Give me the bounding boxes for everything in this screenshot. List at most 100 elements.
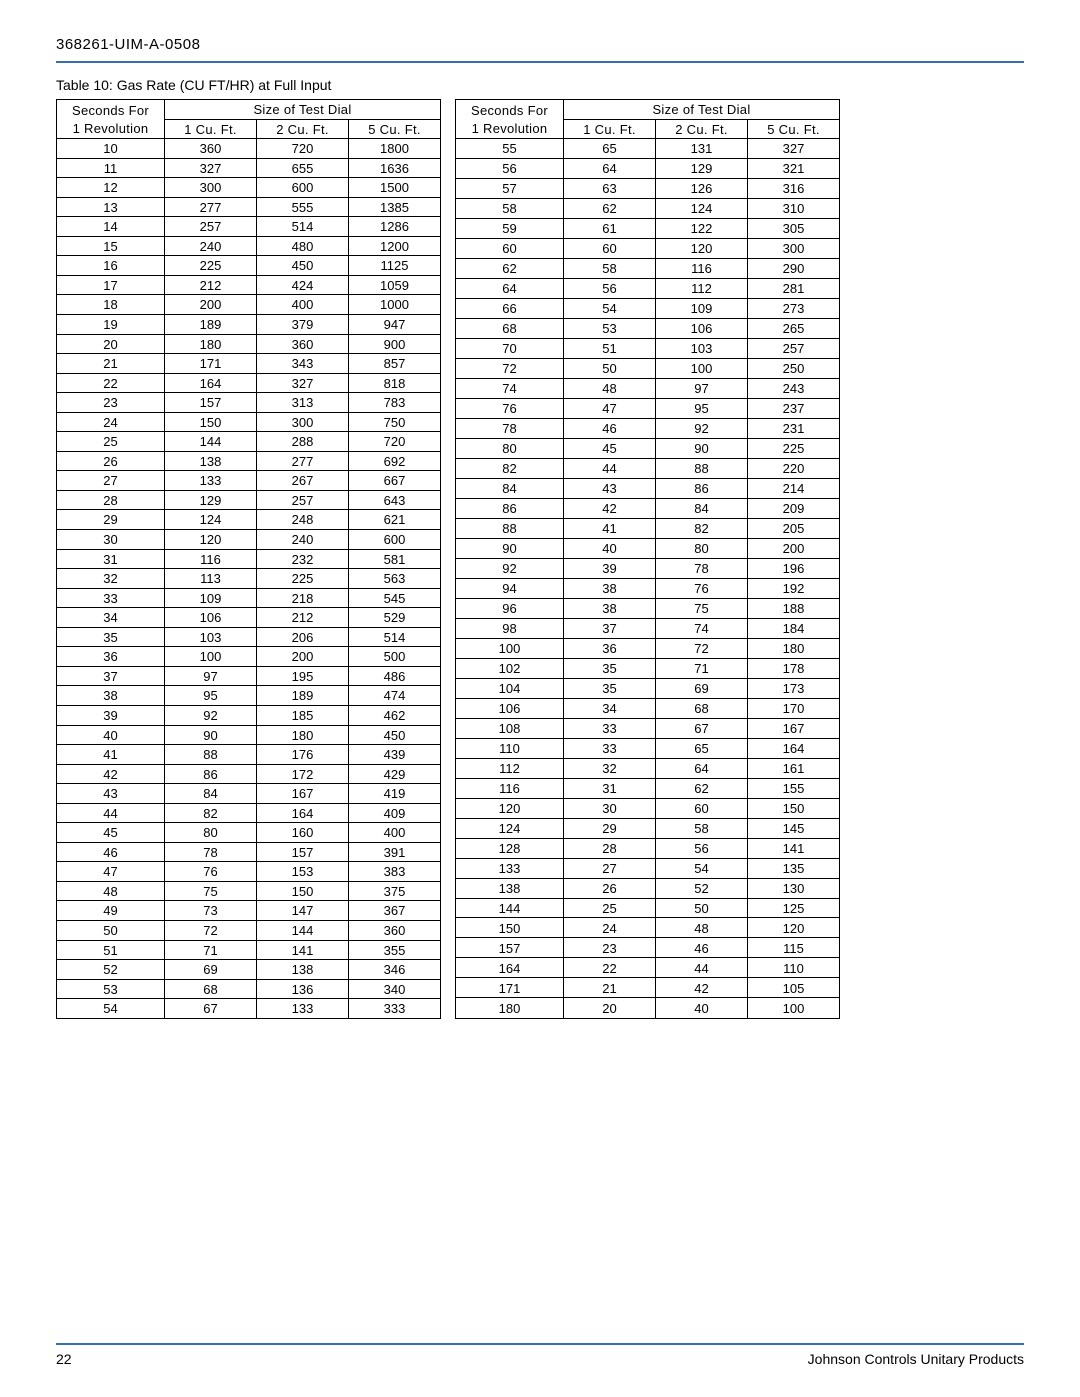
cell-value: 67 <box>656 718 748 738</box>
cell-value: 73 <box>165 901 257 921</box>
cell-seconds: 157 <box>456 938 564 958</box>
cell-value: 40 <box>564 538 656 558</box>
table-row: 4090180450 <box>57 725 441 745</box>
cell-value: 56 <box>564 278 656 298</box>
cell-value: 1286 <box>349 217 441 237</box>
cell-value: 86 <box>165 764 257 784</box>
cell-value: 38 <box>564 598 656 618</box>
table-row: 33109218545 <box>57 588 441 608</box>
cell-seconds: 138 <box>456 878 564 898</box>
cell-value: 300 <box>257 412 349 432</box>
cell-seconds: 56 <box>456 159 564 179</box>
header-2cuft: 2 Cu. Ft. <box>257 119 349 139</box>
cell-value: 184 <box>748 618 840 638</box>
cell-value: 150 <box>257 881 349 901</box>
cell-seconds: 40 <box>57 725 165 745</box>
cell-value: 220 <box>748 458 840 478</box>
table-row: 103607201800 <box>57 139 441 159</box>
cell-value: 37 <box>564 618 656 638</box>
table-row: 1382652130 <box>456 878 840 898</box>
cell-seconds: 42 <box>57 764 165 784</box>
cell-seconds: 100 <box>456 638 564 658</box>
table-row: 1083367167 <box>456 718 840 738</box>
cell-seconds: 36 <box>57 647 165 667</box>
footer-rule <box>56 1343 1024 1345</box>
cell-value: 126 <box>656 179 748 199</box>
cell-value: 400 <box>257 295 349 315</box>
cell-value: 189 <box>257 686 349 706</box>
cell-seconds: 50 <box>57 920 165 940</box>
cell-seconds: 124 <box>456 818 564 838</box>
cell-value: 164 <box>257 803 349 823</box>
table-row: 1712142105 <box>456 978 840 998</box>
cell-seconds: 72 <box>456 358 564 378</box>
cell-value: 56 <box>656 838 748 858</box>
cell-value: 78 <box>656 558 748 578</box>
cell-value: 327 <box>748 139 840 159</box>
cell-seconds: 46 <box>57 842 165 862</box>
cell-value: 185 <box>257 705 349 725</box>
cell-value: 240 <box>257 530 349 550</box>
cell-value: 340 <box>349 979 441 999</box>
cell-seconds: 84 <box>456 478 564 498</box>
cell-value: 655 <box>257 158 349 178</box>
table-row: 1642244110 <box>456 958 840 978</box>
cell-value: 36 <box>564 638 656 658</box>
cell-value: 355 <box>349 940 441 960</box>
table-row: 1043569173 <box>456 678 840 698</box>
cell-value: 164 <box>165 373 257 393</box>
cell-seconds: 31 <box>57 549 165 569</box>
cell-seconds: 164 <box>456 958 564 978</box>
table-row: 4286172429 <box>57 764 441 784</box>
cell-value: 667 <box>349 471 441 491</box>
table-row: 5565131327 <box>456 139 840 159</box>
cell-value: 109 <box>165 588 257 608</box>
cell-value: 69 <box>165 960 257 980</box>
cell-value: 155 <box>748 778 840 798</box>
cell-value: 133 <box>257 999 349 1019</box>
cell-value: 750 <box>349 412 441 432</box>
table-row: 1282856141 <box>456 838 840 858</box>
cell-value: 24 <box>564 918 656 938</box>
table-row: 23157313783 <box>57 393 441 413</box>
cell-value: 1385 <box>349 197 441 217</box>
cell-value: 164 <box>748 738 840 758</box>
cell-seconds: 16 <box>57 256 165 276</box>
table-row: 132775551385 <box>57 197 441 217</box>
cell-value: 44 <box>564 458 656 478</box>
cell-seconds: 25 <box>57 432 165 452</box>
cell-value: 157 <box>257 842 349 862</box>
cell-value: 206 <box>257 627 349 647</box>
cell-value: 248 <box>257 510 349 530</box>
cell-seconds: 51 <box>57 940 165 960</box>
cell-value: 321 <box>748 159 840 179</box>
cell-value: 97 <box>165 666 257 686</box>
table-row: 35103206514 <box>57 627 441 647</box>
cell-value: 63 <box>564 179 656 199</box>
table-row: 1203060150 <box>456 798 840 818</box>
table-row: 29124248621 <box>57 510 441 530</box>
cell-value: 35 <box>564 678 656 698</box>
cell-value: 116 <box>165 549 257 569</box>
table-row: 4678157391 <box>57 842 441 862</box>
cell-value: 120 <box>748 918 840 938</box>
cell-seconds: 34 <box>57 608 165 628</box>
cell-value: 529 <box>349 608 441 628</box>
cell-value: 40 <box>656 998 748 1018</box>
cell-value: 48 <box>564 378 656 398</box>
cell-seconds: 11 <box>57 158 165 178</box>
cell-value: 391 <box>349 842 441 862</box>
table-row: 804590225 <box>456 438 840 458</box>
cell-value: 72 <box>165 920 257 940</box>
table-row: 25144288720 <box>57 432 441 452</box>
cell-value: 720 <box>349 432 441 452</box>
cell-value: 88 <box>656 458 748 478</box>
page-footer: 22 Johnson Controls Unitary Products <box>56 1339 1024 1367</box>
cell-seconds: 53 <box>57 979 165 999</box>
cell-seconds: 62 <box>456 259 564 279</box>
cell-value: 145 <box>748 818 840 838</box>
table-row: 27133267667 <box>57 471 441 491</box>
cell-value: 60 <box>656 798 748 818</box>
cell-value: 343 <box>257 354 349 374</box>
cell-seconds: 112 <box>456 758 564 778</box>
